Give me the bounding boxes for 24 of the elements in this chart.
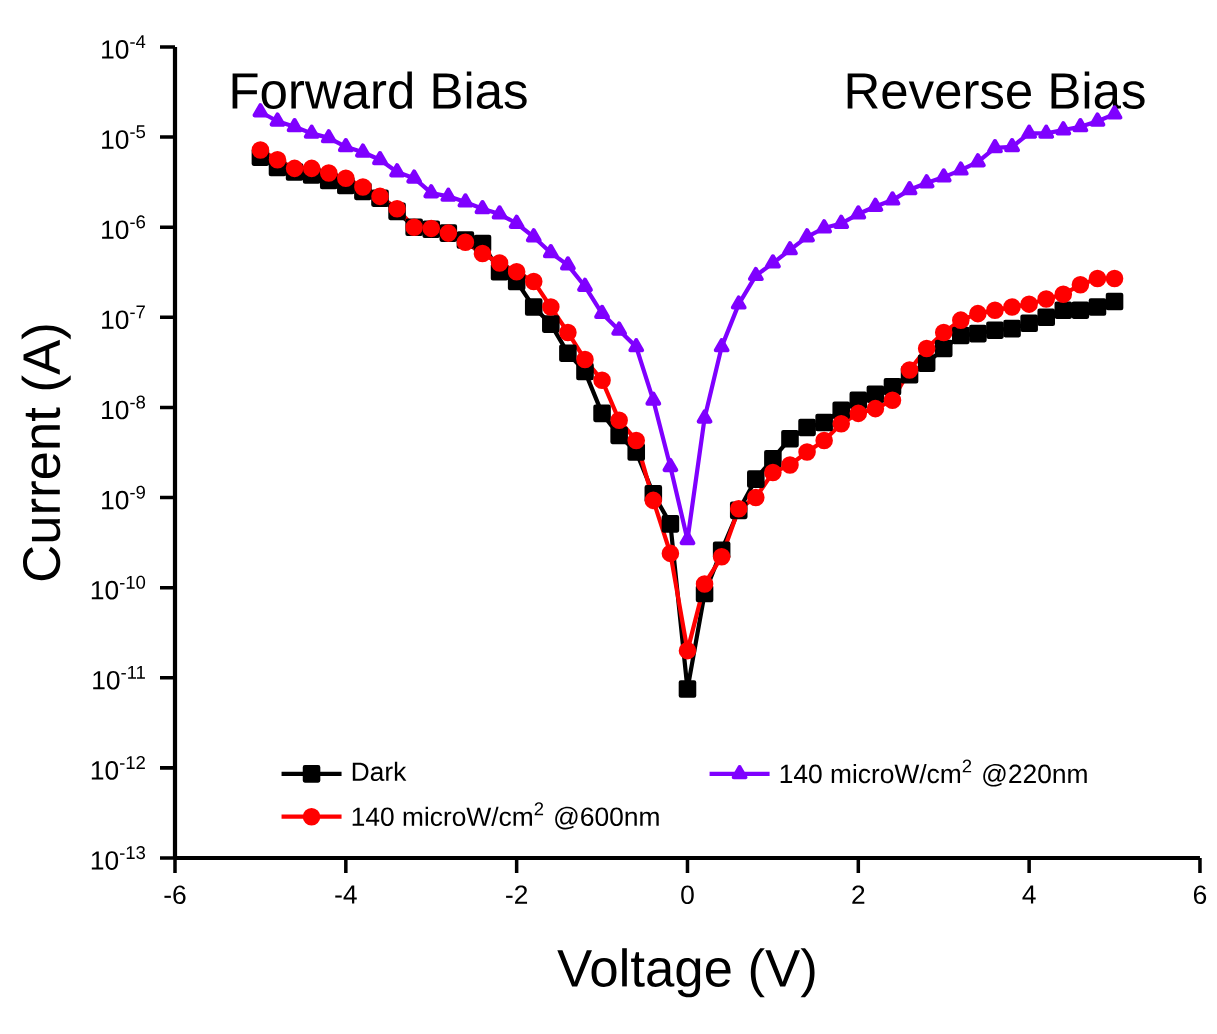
y-tick-label: 10$^{-10}$ — [91, 575, 146, 600]
y-tick-label: 10$^{-9}$ — [102, 485, 145, 510]
x-tick-label: 4 — [1022, 885, 1036, 904]
y-tick-label: 10$^{-4}$ — [102, 35, 146, 59]
y-tick-label: 10$^{-7}$ — [102, 305, 145, 330]
y-tick-label: 10$^{-13}$ — [91, 846, 146, 870]
legend-label: 140 microW/cm$^{2}$ @600nm — [352, 802, 659, 830]
x-tick-label: 2 — [852, 885, 865, 904]
x-tick-label: 0 — [681, 885, 694, 905]
x-axis-title: Voltage (V) — [557, 948, 815, 998]
y-tick-label: 10$^{-8}$ — [102, 395, 146, 420]
y-axis-title: Current (A) — [21, 325, 71, 581]
legend-label: 140 microW/cm$^{2}$ @220nm — [780, 759, 1087, 787]
annotation: Forward Bias — [232, 71, 527, 110]
legend-label: Dark — [352, 761, 407, 782]
x-tick-label: -2 — [506, 885, 528, 904]
x-tick-label: -4 — [335, 885, 357, 904]
x-tick-label: -6 — [164, 885, 186, 905]
x-tick-label: 6 — [1193, 885, 1207, 905]
annotation: Reverse Bias — [847, 71, 1145, 110]
y-tick-label: 10$^{-5}$ — [102, 125, 146, 149]
y-tick-label: 10$^{-6}$ — [102, 215, 146, 240]
y-tick-label: 10$^{-12}$ — [91, 756, 145, 780]
y-tick-label: 10$^{-11}$ — [93, 666, 145, 690]
